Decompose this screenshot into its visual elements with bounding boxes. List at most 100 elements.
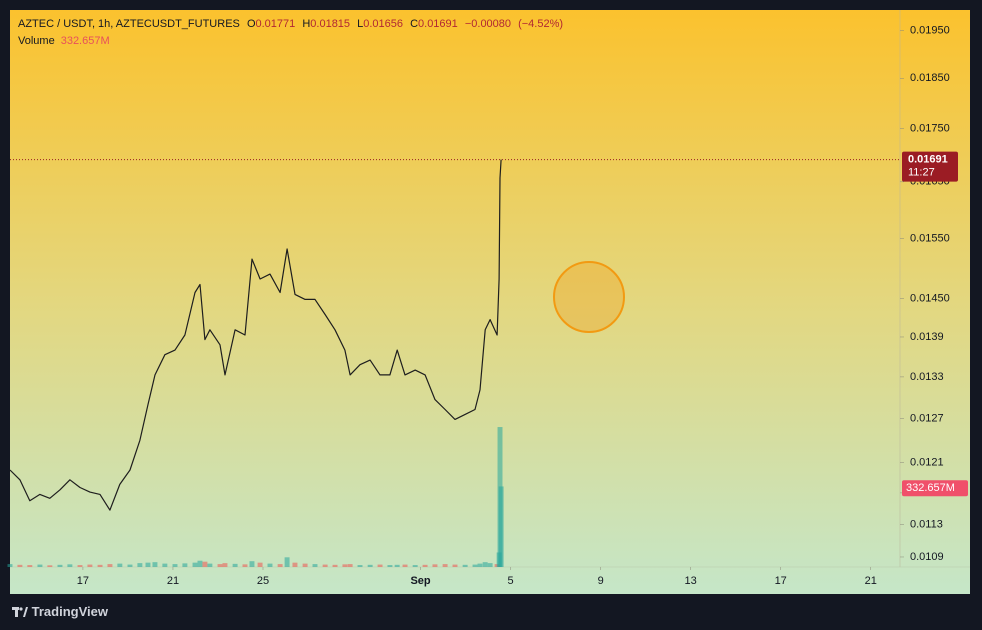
volume-bar <box>27 565 33 567</box>
volume-bar <box>312 564 318 567</box>
y-tick-label: 0.01750 <box>910 122 950 134</box>
volume-bar <box>207 563 213 567</box>
y-tick-label: 0.01850 <box>910 72 950 84</box>
legend: AZTEC / USDT, 1h, AZTECUSDT_FUTURES O0.0… <box>18 16 563 50</box>
volume-bar <box>192 562 198 567</box>
volume-bar <box>432 564 438 567</box>
y-tick-label: 0.0139 <box>910 331 944 343</box>
low: 0.01656 <box>363 18 403 30</box>
open-label: O <box>246 18 256 30</box>
volume-bar <box>472 564 478 567</box>
volume-bar <box>202 561 208 567</box>
volume-bar <box>292 562 298 567</box>
last-price-label: 0.01691 <box>908 154 948 166</box>
x-tick-label: Sep <box>410 575 430 587</box>
volume-bar <box>284 557 290 567</box>
volume-bar <box>107 564 113 567</box>
volume-bar <box>232 563 238 567</box>
last-price-box <box>902 151 958 182</box>
cursor-highlight <box>553 261 625 333</box>
symbol: AZTEC / USDT, 1h, AZTECUSDT_FUTURES <box>18 18 240 30</box>
volume-bar <box>402 564 408 567</box>
volume-bar <box>127 564 133 567</box>
volume-bar <box>47 565 53 567</box>
volume-bar <box>487 563 493 567</box>
volume-bar <box>277 564 283 567</box>
open: 0.01771 <box>255 18 296 30</box>
high: 0.01815 <box>310 18 351 30</box>
high-label: H <box>302 18 311 30</box>
volume-bar <box>145 562 151 567</box>
volume-bar <box>77 565 83 567</box>
volume-bar <box>217 564 223 567</box>
y-tick-label: 0.0127 <box>910 413 944 425</box>
volume-bar <box>172 564 178 567</box>
volume-bar <box>152 562 158 567</box>
volume-bar <box>249 561 255 567</box>
y-tick-label: 0.0121 <box>910 456 944 468</box>
y-tick-label: 0.01450 <box>910 293 950 305</box>
y-tick-label: 0.01550 <box>910 232 950 244</box>
volume-bar <box>347 564 353 567</box>
volume-bar <box>162 563 168 567</box>
x-tick-label: 25 <box>257 575 269 587</box>
volume-bar <box>17 564 23 567</box>
volume-row: Volume 332.657M <box>18 33 563 50</box>
volume-bar <box>477 563 483 567</box>
volume-bar <box>394 564 400 567</box>
brand: TradingView <box>12 604 108 619</box>
x-tick-label: 21 <box>865 575 877 587</box>
countdown-label: 11:27 <box>908 167 935 179</box>
volume-bar <box>267 563 273 567</box>
volume-bar <box>482 562 488 567</box>
volume-bar <box>302 563 308 567</box>
y-tick-label: 0.0109 <box>910 551 944 563</box>
low-label: L <box>357 18 364 30</box>
volume-bar <box>452 564 458 567</box>
volume-bar <box>57 564 63 567</box>
x-tick-label: 13 <box>685 575 697 587</box>
x-tick-label: 17 <box>775 575 787 587</box>
y-tick-label: 0.0113 <box>910 518 943 530</box>
volume-bar <box>357 565 363 567</box>
volume-bar <box>87 564 93 567</box>
volume-bar <box>498 486 504 567</box>
x-tick-label: 5 <box>508 575 514 587</box>
y-tick-label: 0.0133 <box>910 371 944 383</box>
volume-label: Volume <box>18 35 55 47</box>
x-tick-label: 21 <box>167 575 179 587</box>
volume-bar <box>387 565 393 567</box>
volume-bar <box>197 560 203 567</box>
volume-bar <box>322 564 328 567</box>
change: −0.00080 <box>464 18 512 30</box>
volume-bar <box>222 563 228 567</box>
brand-name: TradingView <box>31 604 108 619</box>
volume-bar <box>342 564 348 567</box>
volume-bar <box>67 564 73 567</box>
close-label: C <box>410 18 419 30</box>
change-pct: (−4.52%) <box>518 18 564 30</box>
volume: 332.657M <box>60 35 110 47</box>
volume-bar <box>37 564 43 567</box>
symbol-row: AZTEC / USDT, 1h, AZTECUSDT_FUTURES O0.0… <box>18 16 563 33</box>
brand-logo <box>12 607 28 617</box>
y-tick-label: 0.01950 <box>910 25 950 37</box>
x-tick-label: 9 <box>598 575 604 587</box>
volume-bar <box>332 564 338 567</box>
volume-bar <box>242 564 248 567</box>
volume-bar <box>422 564 428 567</box>
volume-bar <box>462 564 468 567</box>
volume-bar <box>412 565 418 567</box>
volume-bar <box>117 563 123 567</box>
close: 0.01691 <box>418 18 458 30</box>
price-line <box>9 159 502 511</box>
volume-bar <box>182 563 188 567</box>
last-volume-label: 332.657M <box>906 482 955 494</box>
volume-bar <box>97 564 103 567</box>
volume-bar <box>442 564 448 567</box>
volume-bar <box>257 562 263 567</box>
volume-bar <box>377 564 383 567</box>
chart-background <box>10 10 970 594</box>
